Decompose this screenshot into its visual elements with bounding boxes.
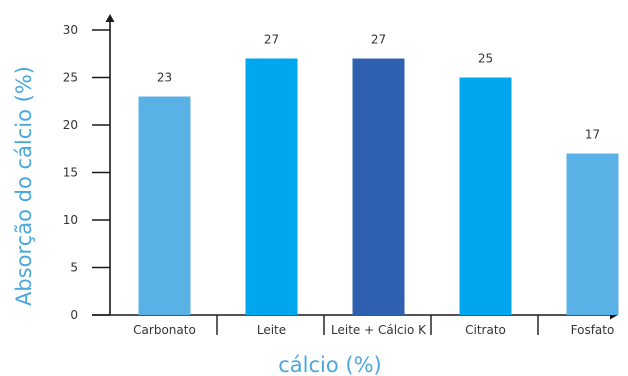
- x-axis-ticks: Carbonato Leite Leite + Cálcio K Citrato Fos…: [133, 315, 615, 337]
- x-tick-label: Carbonato: [133, 323, 196, 337]
- y-tick-label: 15: [63, 166, 78, 180]
- x-tick-label: Citrato: [465, 323, 506, 337]
- y-axis-title: Absorção do cálcio (%): [12, 66, 36, 306]
- bar: [459, 77, 512, 315]
- data-label: 23: [157, 71, 172, 85]
- bar: [566, 153, 619, 315]
- y-tick-label: 20: [63, 118, 78, 132]
- y-tick-label: 0: [70, 308, 78, 322]
- data-label: 17: [585, 128, 600, 142]
- y-tick-label: 5: [70, 261, 78, 275]
- y-axis-arrow: [105, 14, 115, 22]
- bars: [138, 58, 619, 315]
- x-tick-label: Fosfato: [571, 323, 615, 337]
- x-axis-title: cálcio (%): [278, 353, 382, 376]
- bar: [138, 96, 191, 315]
- y-axis-ticks: 0 5 10 15 20 25 30: [63, 23, 110, 322]
- data-label: 27: [264, 33, 279, 47]
- bar: [245, 58, 298, 315]
- data-label: 25: [478, 52, 493, 66]
- data-labels: 23 27 27 25 17: [157, 33, 600, 142]
- x-tick-label: Leite: [257, 323, 286, 337]
- data-label: 27: [371, 33, 386, 47]
- y-tick-label: 10: [63, 213, 78, 227]
- bar: [352, 58, 405, 315]
- y-tick-label: 25: [63, 71, 78, 85]
- x-tick-label: Leite + Cálcio K: [331, 323, 427, 337]
- y-tick-label: 30: [63, 23, 78, 37]
